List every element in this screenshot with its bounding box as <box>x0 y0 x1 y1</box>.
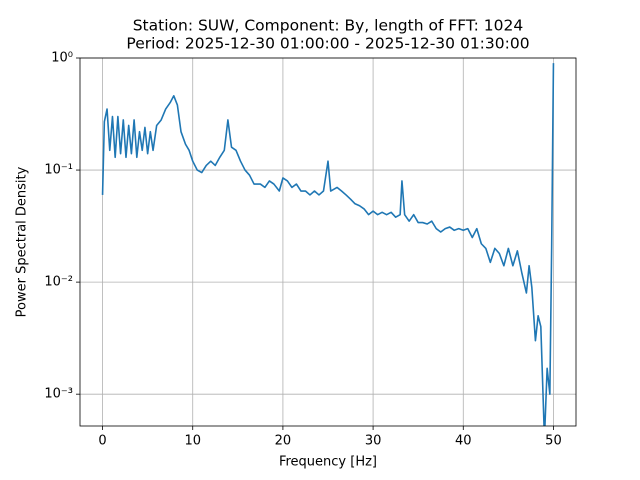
y-tick-label: 10⁻² <box>44 275 73 290</box>
x-tick-label: 20 <box>275 434 292 449</box>
x-tick-label: 40 <box>455 434 472 449</box>
plot-area <box>101 63 555 426</box>
x-tick-label: 50 <box>545 434 562 449</box>
y-axis-label: Power Spectral Density <box>15 166 30 317</box>
y-tick-label: 10⁻³ <box>44 387 73 402</box>
x-axis-label: Frequency [Hz] <box>279 455 377 470</box>
y-tick-label: 10⁻¹ <box>44 163 73 178</box>
plot-frame <box>79 57 577 427</box>
x-tick-label: 0 <box>98 434 106 449</box>
chart-subtitle: Period: 2025-12-30 01:00:00 - 2025-12-30… <box>126 35 529 53</box>
psd-line <box>101 63 555 426</box>
chart-title: Station: SUW, Component: By, length of F… <box>133 17 524 35</box>
x-tick-label: 30 <box>365 434 382 449</box>
y-tick-label: 10⁰ <box>51 51 73 66</box>
x-tick-label: 10 <box>184 434 201 449</box>
